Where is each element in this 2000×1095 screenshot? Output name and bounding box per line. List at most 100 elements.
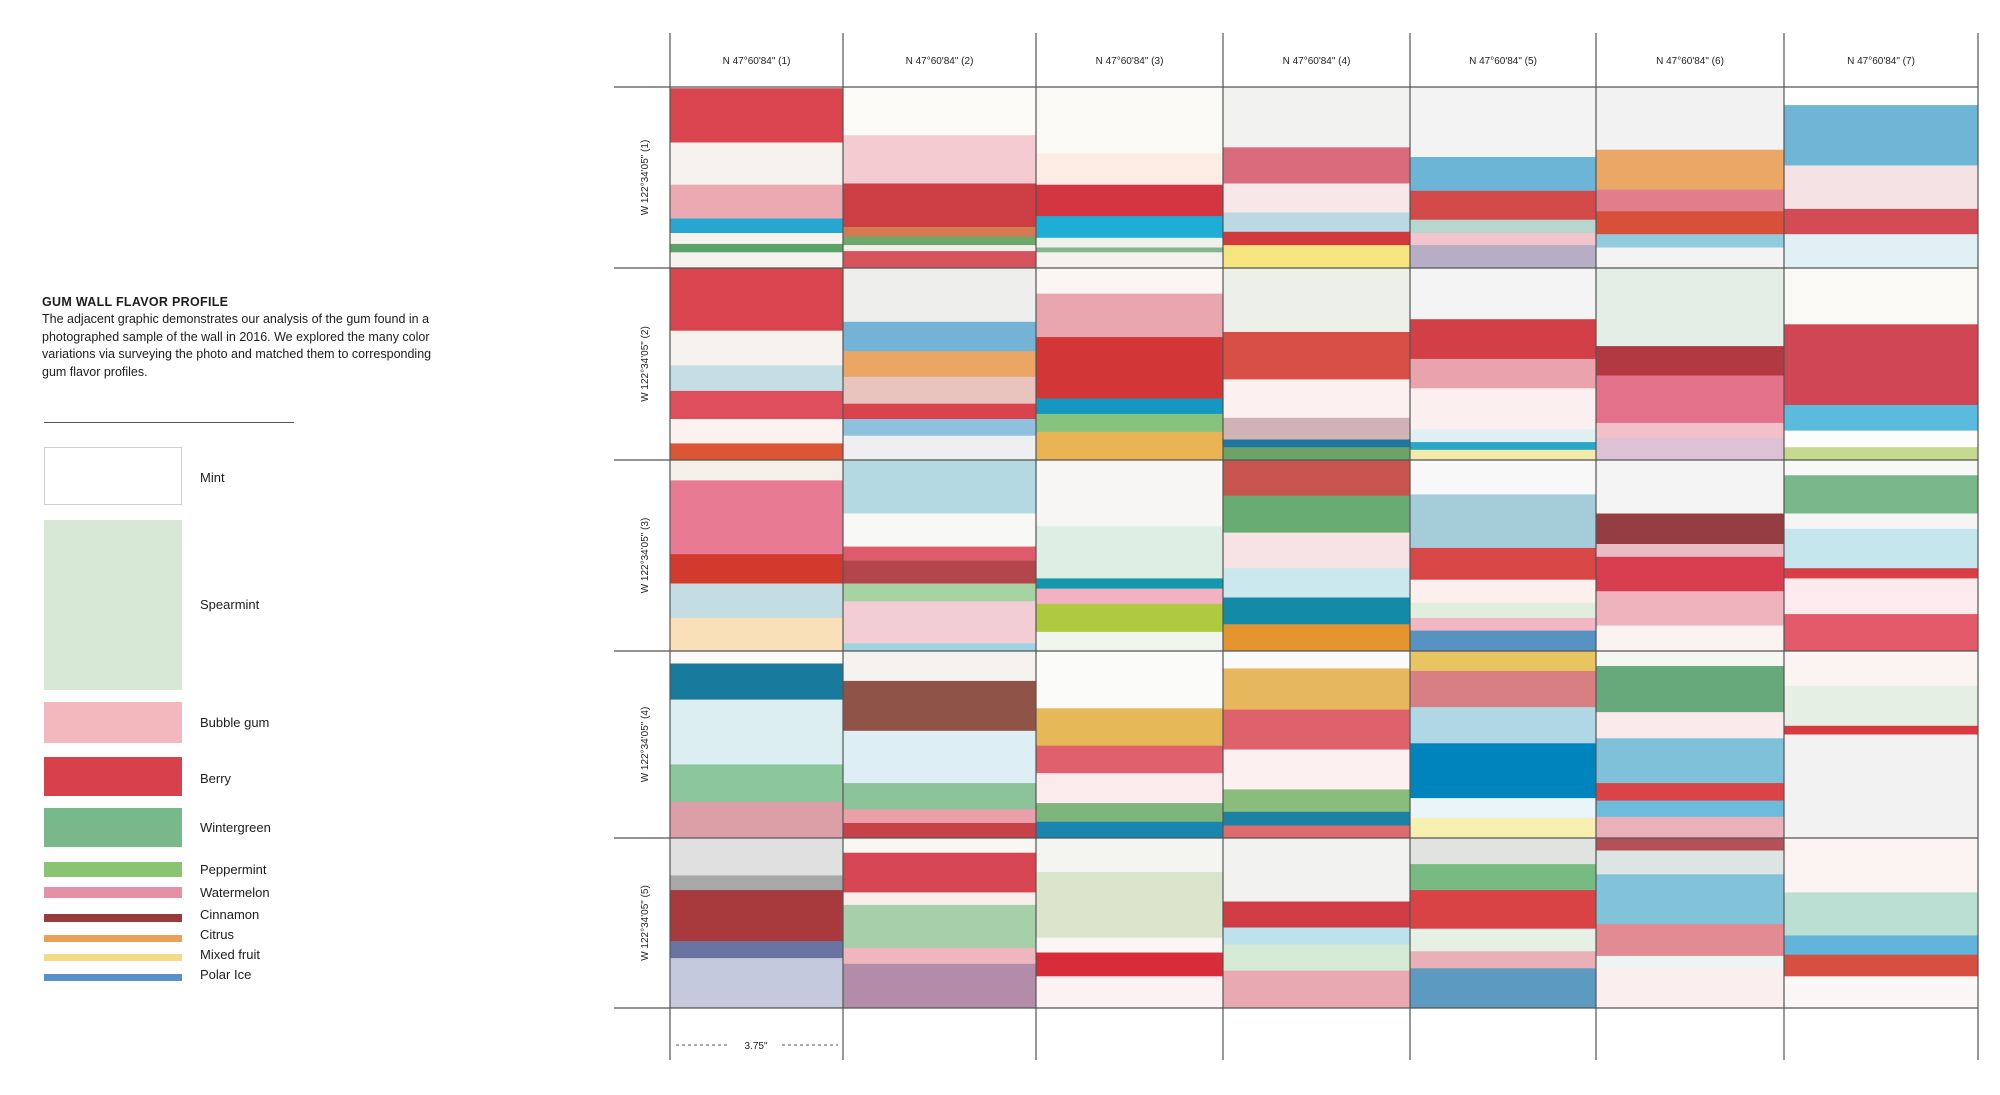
legend-swatch-watermelon xyxy=(44,887,182,898)
gum-band-r4-c5-2 xyxy=(1410,670,1596,708)
gum-band-r5-c4-1 xyxy=(1223,838,1410,902)
row-header-4: W 122°34'05" (4) xyxy=(640,707,651,783)
gum-band-r5-c5-1 xyxy=(1410,838,1596,865)
legend-label-peppermint: Peppermint xyxy=(200,862,267,877)
gum-band-r2-c3-2 xyxy=(1036,293,1223,338)
gum-band-r1-c6-1 xyxy=(1596,87,1784,151)
gum-band-r1-c7-3 xyxy=(1784,165,1978,210)
gum-band-r1-c6-2 xyxy=(1596,149,1784,190)
gum-band-r5-c4-5 xyxy=(1223,970,1410,1009)
legend-label-watermelon: Watermelon xyxy=(200,885,270,900)
gum-band-r1-c1-4 xyxy=(670,218,843,234)
gum-band-r3-c5-1 xyxy=(1410,460,1596,495)
gum-band-r2-c2-7 xyxy=(843,435,1036,461)
gum-band-r2-c6-3 xyxy=(1596,375,1784,424)
gum-band-r5-c1-4 xyxy=(670,941,843,959)
gum-band-r2-c1-3 xyxy=(670,365,843,392)
gum-band-r2-c3-1 xyxy=(1036,268,1223,294)
gum-band-r4-c4-5 xyxy=(1223,789,1410,813)
gum-band-r1-c6-6 xyxy=(1596,247,1784,269)
column-header-3: N 47°60'84" (3) xyxy=(1096,56,1164,67)
legend-label-bubble-gum: Bubble gum xyxy=(200,715,270,730)
dimension-label: 3.75" xyxy=(744,1041,767,1052)
gum-band-r3-c5-7 xyxy=(1410,630,1596,652)
gum-band-r1-c7-1 xyxy=(1784,87,1978,106)
gum-band-r5-c1-2 xyxy=(670,875,843,891)
gum-band-r2-c3-3 xyxy=(1036,337,1223,399)
gum-band-r4-c4-6 xyxy=(1223,811,1410,826)
gum-band-r2-c4-1 xyxy=(1223,268,1410,333)
gum-band-r1-c1-1 xyxy=(670,88,843,143)
gum-band-r1-c3-6 xyxy=(1036,247,1223,253)
gum-band-r1-c2-1 xyxy=(843,87,1036,136)
gum-band-r3-c2-7 xyxy=(843,643,1036,652)
gum-band-r2-c1-2 xyxy=(670,330,843,366)
gum-band-r3-c2-5 xyxy=(843,583,1036,602)
gum-band-r3-c4-1 xyxy=(1223,460,1410,497)
gum-band-r2-c1-5 xyxy=(670,419,843,444)
gum-band-r5-c4-2 xyxy=(1223,901,1410,928)
gum-band-r2-c2-1 xyxy=(843,268,1036,323)
gum-band-r5-c6-1 xyxy=(1596,838,1784,851)
gum-band-r5-c3-2 xyxy=(1036,872,1223,939)
gum-band-r5-c1-3 xyxy=(670,890,843,942)
row-header-3: W 122°34'05" (3) xyxy=(640,518,651,594)
legend-swatch-mint xyxy=(44,447,182,505)
gum-band-r5-c3-1 xyxy=(1036,838,1223,873)
legend-swatch-polar-ice xyxy=(44,974,182,981)
gum-band-r4-c6-2 xyxy=(1596,666,1784,713)
gum-band-r5-c1-5 xyxy=(670,958,843,1009)
gum-band-r1-c2-6 xyxy=(843,245,1036,252)
gum-band-r1-c7-5 xyxy=(1784,234,1978,269)
legend-swatch-bubble-gum xyxy=(44,702,182,743)
gum-band-r4-c2-1 xyxy=(843,651,1036,682)
gum-band-r3-c7-4 xyxy=(1784,528,1978,569)
gum-band-r5-c3-5 xyxy=(1036,976,1223,1009)
gum-band-r4-c6-1 xyxy=(1596,651,1784,667)
gum-band-r3-c4-5 xyxy=(1223,597,1410,625)
gum-band-r2-c5-5 xyxy=(1410,429,1596,443)
gum-band-r3-c6-5 xyxy=(1596,591,1784,626)
gum-band-r1-c5-4 xyxy=(1410,219,1596,234)
gum-band-r4-c6-3 xyxy=(1596,712,1784,739)
gum-band-r3-c2-3 xyxy=(843,546,1036,561)
gum-band-r2-c1-4 xyxy=(670,390,843,420)
gum-band-r5-c2-3 xyxy=(843,892,1036,906)
gum-band-r2-c2-6 xyxy=(843,419,1036,436)
gum-band-r1-c3-5 xyxy=(1036,237,1223,248)
gum-band-r3-c6-4 xyxy=(1596,556,1784,592)
gum-band-r4-c1-4 xyxy=(670,764,843,803)
gum-band-r3-c5-6 xyxy=(1410,617,1596,631)
gum-band-r3-c3-4 xyxy=(1036,588,1223,605)
gum-band-r1-c5-1 xyxy=(1410,87,1596,158)
gum-band-r4-c5-5 xyxy=(1410,798,1596,819)
gum-band-r4-c1-3 xyxy=(670,699,843,765)
legend-swatch-spearmint xyxy=(44,520,182,690)
gum-band-r5-c4-3 xyxy=(1223,927,1410,945)
legend-swatch-mixed-fruit xyxy=(44,954,182,961)
gum-band-r5-c6-4 xyxy=(1596,924,1784,957)
gum-band-r5-c5-2 xyxy=(1410,864,1596,891)
gum-band-r5-c2-1 xyxy=(843,838,1036,854)
gum-band-r4-c2-4 xyxy=(843,783,1036,810)
gum-band-r1-c4-6 xyxy=(1223,245,1410,269)
gum-band-r3-c4-2 xyxy=(1223,495,1410,533)
gum-band-r5-c7-5 xyxy=(1784,976,1978,1009)
gum-band-r5-c3-4 xyxy=(1036,952,1223,977)
gum-band-r4-c1-2 xyxy=(670,663,843,701)
legend-label-polar-ice: Polar Ice xyxy=(200,967,252,982)
gum-band-r4-c4-7 xyxy=(1223,825,1410,839)
row-header-2: W 122°34'05" (2) xyxy=(640,326,651,402)
gum-band-r5-c5-6 xyxy=(1410,968,1596,1009)
gum-band-r3-c5-4 xyxy=(1410,579,1596,603)
gum-band-r2-c3-4 xyxy=(1036,398,1223,415)
gum-band-r3-c7-1 xyxy=(1784,460,1978,476)
gum-band-r3-c1-4 xyxy=(670,583,843,619)
gum-band-r1-c5-3 xyxy=(1410,190,1596,221)
gum-band-r5-c2-2 xyxy=(843,852,1036,893)
gum-band-r4-c2-6 xyxy=(843,823,1036,839)
gum-band-r4-c5-1 xyxy=(1410,651,1596,672)
gum-band-r4-c7-2 xyxy=(1784,685,1978,727)
gum-band-r2-c3-6 xyxy=(1036,431,1223,461)
